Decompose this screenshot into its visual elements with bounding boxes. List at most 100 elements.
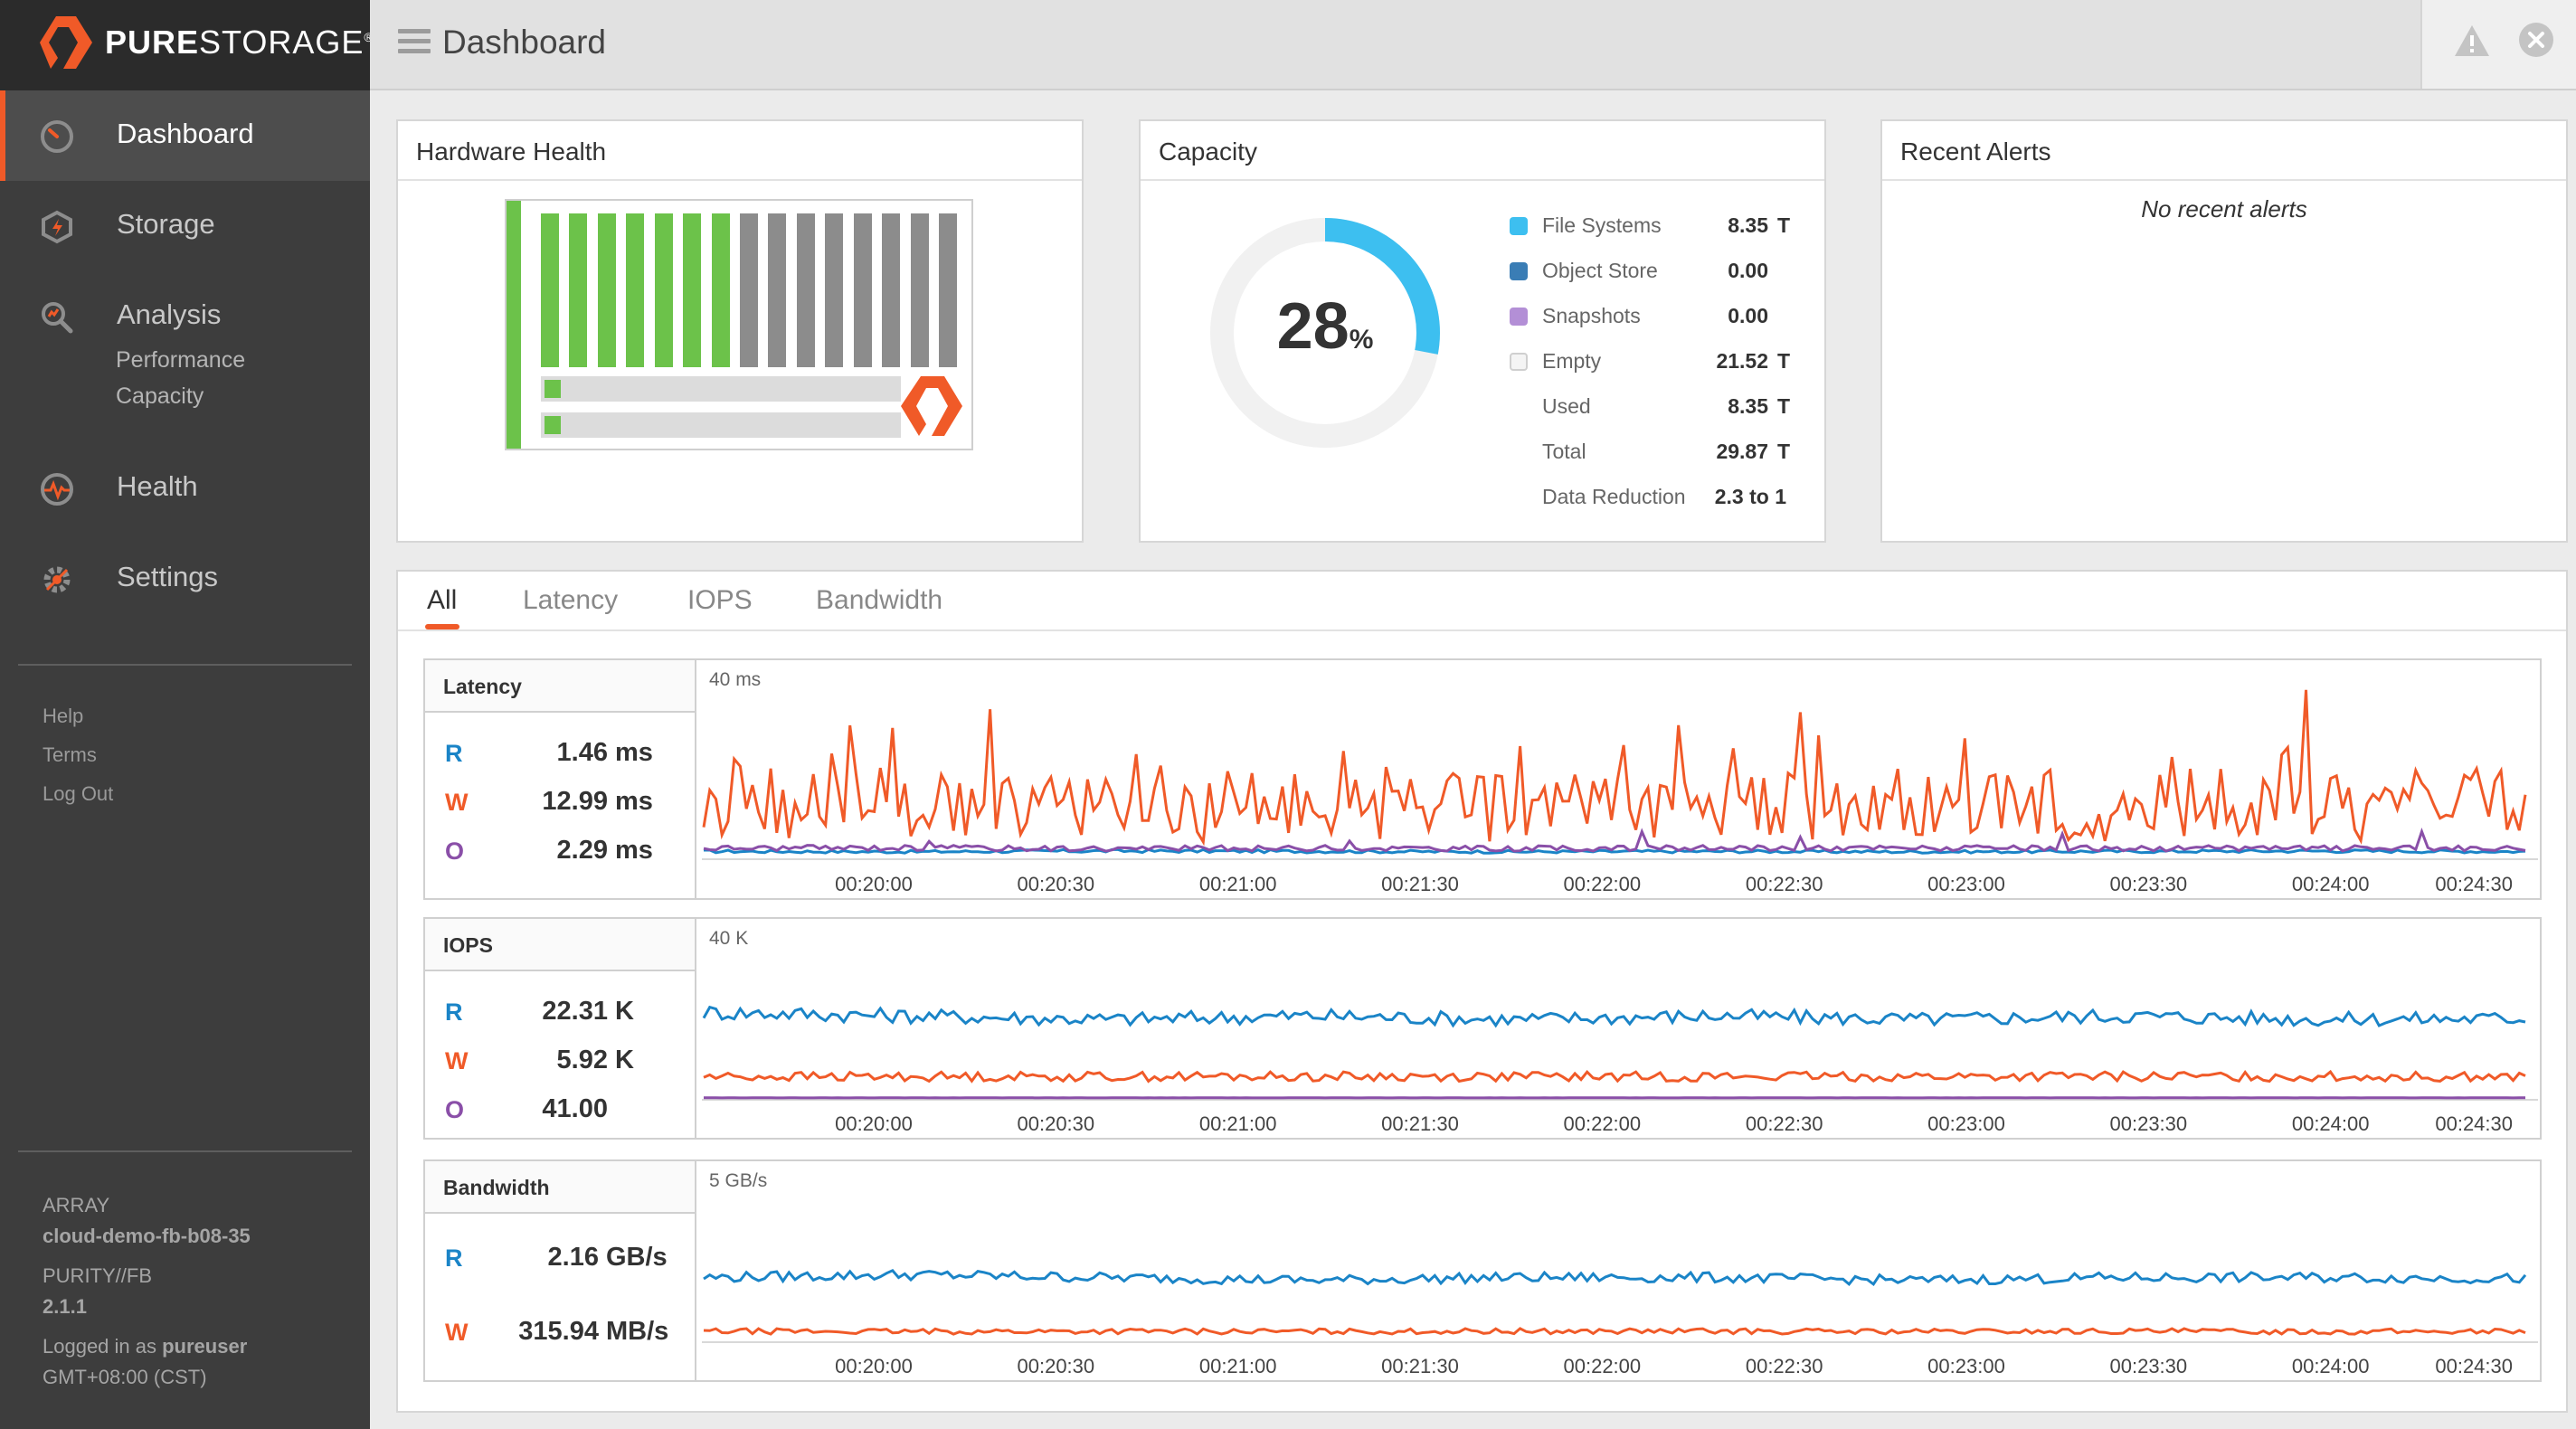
blade-slot	[825, 213, 844, 367]
blade-slot	[882, 213, 901, 367]
terms-link[interactable]: Terms	[43, 743, 97, 766]
legend-value-object-store: 0.00	[1728, 259, 1768, 282]
bandwidth-stat-header: Bandwidth	[425, 1161, 696, 1214]
x-tick-label: 00:22:30	[1746, 873, 1823, 895]
capacity-total-label: Total	[1542, 440, 1586, 463]
tab-latency[interactable]: Latency	[523, 585, 619, 615]
capacity-legend: File Systems 8.35 T Object Store 0.00 Sn…	[1510, 208, 1808, 534]
latency-other-value: 2.29	[556, 836, 608, 865]
x-tick-label: 00:21:30	[1381, 1112, 1459, 1135]
array-label: ARRAY	[43, 1194, 110, 1216]
analysis-magnifier-icon	[42, 302, 73, 334]
fabric-module-1	[541, 376, 901, 402]
tab-all[interactable]: All	[427, 585, 458, 615]
latency-write-unit: ms	[615, 787, 653, 816]
nav-analysis-performance[interactable]: Performance	[116, 347, 246, 373]
brand-wordmark: PURESTORAGE®	[105, 24, 374, 61]
capacity-used-label: Used	[1542, 394, 1591, 418]
hardware-health-panel: Hardware Health	[396, 119, 1084, 543]
nav-dashboard[interactable]: Dashboard	[0, 90, 370, 181]
iops-stat-title: IOPS	[443, 933, 493, 957]
pure-storage-logo-icon	[40, 16, 92, 69]
bandwidth-stat-title: Bandwidth	[443, 1176, 550, 1199]
iops-chart-box: IOPS R 22.31 K W 5.92 K O 41.00 40 K 00:…	[423, 917, 2542, 1140]
iops-stats: R 22.31 K W 5.92 K O 41.00	[425, 971, 696, 1138]
blade-slot	[683, 213, 702, 367]
blade-slots	[541, 213, 957, 367]
x-tick-label: 00:20:30	[1018, 873, 1095, 895]
nav-storage-label: Storage	[117, 208, 215, 240]
x-tick-label: 00:24:00	[2292, 1112, 2370, 1135]
x-tick-label: 00:20:00	[835, 1355, 913, 1377]
logo-area: PURESTORAGE®	[0, 0, 374, 90]
purity-label: PURITY//FB	[43, 1264, 153, 1287]
bandwidth-ymax-label: 5 GB/s	[709, 1170, 768, 1191]
data-reduction-value: 2.3 to 1	[1714, 485, 1786, 508]
x-tick-label: 00:20:00	[835, 873, 913, 895]
capacity-total-value: 29.87	[1716, 440, 1768, 463]
series-line-r	[703, 847, 2526, 855]
blade-slot	[939, 213, 957, 367]
health-pulse-icon	[41, 473, 73, 506]
legend-label-object-store: Object Store	[1542, 259, 1658, 282]
x-tick-label: 00:23:00	[1927, 1355, 2005, 1377]
iops-other-key: O	[445, 1096, 465, 1123]
nav-analysis[interactable]: Analysis	[0, 271, 370, 362]
data-reduction-label: Data Reduction	[1542, 485, 1686, 508]
latency-read-value: 1.46	[556, 738, 608, 767]
header-actions	[2420, 0, 2576, 89]
x-tick-label: 00:23:30	[2110, 1355, 2188, 1377]
alert-warning-icon[interactable]	[2453, 24, 2491, 58]
blade-slot	[626, 213, 645, 367]
top-header	[370, 0, 2576, 90]
x-tick-label: 00:24:00	[2292, 1355, 2370, 1377]
bandwidth-stats: R 2.16 GB/s W 315.94 MB/s	[425, 1214, 696, 1380]
x-tick-label: 00:22:00	[1564, 1112, 1642, 1135]
legend-label-snapshots: Snapshots	[1542, 304, 1641, 327]
logged-in-as: Logged in as pureuser	[43, 1335, 248, 1358]
x-tick-label: 00:21:00	[1199, 1355, 1277, 1377]
tab-bandwidth[interactable]: Bandwidth	[816, 585, 943, 615]
legend-value-snapshots: 0.00	[1728, 304, 1768, 327]
blade-slot	[910, 213, 929, 367]
logout-link[interactable]: Log Out	[43, 782, 114, 805]
blade-slot	[569, 213, 588, 367]
x-tick-label: 00:22:00	[1564, 1355, 1642, 1377]
capacity-total-unit: T	[1777, 440, 1791, 463]
capacity-used-unit: T	[1777, 394, 1791, 418]
nav-storage[interactable]: Storage	[0, 181, 370, 271]
x-tick-label: 00:21:30	[1381, 873, 1459, 895]
iops-read-key: R	[445, 998, 463, 1026]
iops-read-unit: K	[615, 997, 634, 1026]
iops-line-chart: 00:20:00 00:20:30 00:21:00 00:21:30 00:22:00…	[702, 1005, 2538, 1135]
fabric-module-2	[541, 412, 901, 438]
bandwidth-read-key: R	[445, 1244, 463, 1272]
x-tick-label: 00:22:30	[1746, 1112, 1823, 1135]
legend-dot-empty	[1510, 353, 1528, 371]
series-line-r	[703, 1268, 2527, 1287]
recent-alerts-title: Recent Alerts	[1900, 137, 2051, 166]
tab-iops[interactable]: IOPS	[687, 585, 753, 615]
capacity-percent: 28%	[1276, 290, 1374, 363]
sidebar-divider-bottom	[18, 1150, 352, 1152]
purity-version: 2.1.1	[43, 1295, 87, 1318]
close-icon[interactable]	[2518, 22, 2554, 58]
menu-hamburger-icon[interactable]	[398, 29, 431, 56]
latency-read-unit: ms	[615, 738, 653, 767]
nav-analysis-capacity[interactable]: Capacity	[116, 383, 204, 409]
nav-health[interactable]: Health	[0, 443, 370, 534]
help-link[interactable]: Help	[43, 705, 84, 727]
chassis-diagram	[505, 199, 973, 450]
x-tick-label: 00:22:30	[1746, 1355, 1823, 1377]
latency-stat-title: Latency	[443, 675, 522, 698]
x-tick-label: 00:23:30	[2110, 873, 2188, 895]
blade-slot	[796, 213, 815, 367]
storage-icon	[42, 210, 72, 244]
latency-other-unit: ms	[615, 836, 653, 865]
x-tick-label: 00:24:30	[2435, 1112, 2513, 1135]
series-line-o	[703, 828, 2526, 853]
nav-settings[interactable]: Settings	[0, 534, 370, 624]
latency-other-key: O	[445, 838, 465, 865]
hardware-health-title: Hardware Health	[416, 137, 607, 166]
bandwidth-write-unit: MB/s	[606, 1317, 669, 1346]
